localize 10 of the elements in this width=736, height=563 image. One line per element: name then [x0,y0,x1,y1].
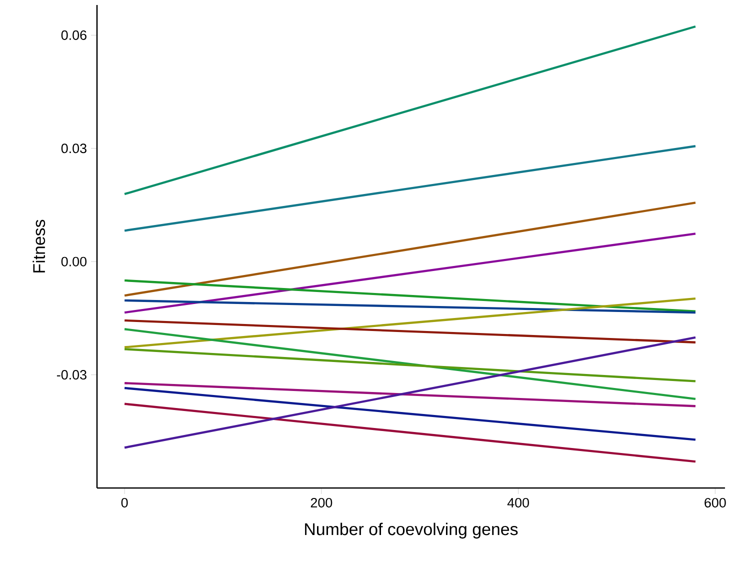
y-tick-label: -0.03 [56,370,86,380]
y-tick-label: 0.06 [61,30,86,40]
y-tick-label: 0.00 [61,256,87,266]
x-tick-label: 200 [310,498,332,508]
x-tick-label: 400 [507,498,529,508]
y-tick-label: 0.03 [61,144,86,154]
y-axis-title: Fitness [32,220,46,272]
x-tick-label: 0 [121,498,128,508]
x-tick-label: 600 [704,498,726,508]
x-axis-title: Number of coevolving genes [305,522,518,539]
